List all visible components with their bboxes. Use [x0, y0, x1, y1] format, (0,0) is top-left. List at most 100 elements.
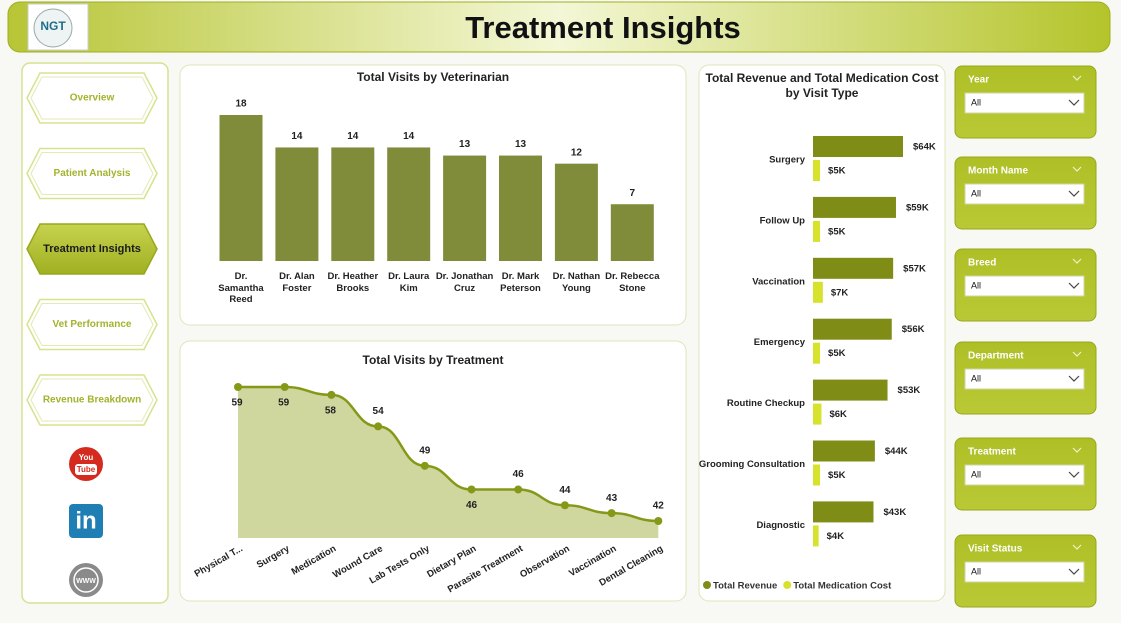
- filter-label: Month Name: [968, 166, 1028, 177]
- point: [234, 383, 242, 391]
- nav-label[interactable]: Overview: [70, 93, 115, 104]
- nav-button[interactable]: [26, 223, 158, 275]
- dropdown[interactable]: [964, 183, 1085, 205]
- nav-button-inner: [30, 76, 154, 120]
- filter-collapse[interactable]: [1072, 75, 1082, 81]
- logo-text: NGT: [40, 19, 66, 33]
- logo-circle: [33, 8, 73, 48]
- dropdown[interactable]: [964, 92, 1085, 114]
- x-tick-label: Dr. Rebecca Stone: [605, 271, 660, 294]
- y-tick-label: Surgery: [769, 155, 806, 166]
- data-label: 13: [515, 139, 527, 150]
- bar: [813, 379, 888, 401]
- bar: [813, 342, 821, 364]
- youtube-text: You: [79, 453, 94, 462]
- filter-collapse[interactable]: [1072, 258, 1082, 264]
- bar: [813, 525, 819, 547]
- filter-collapse[interactable]: [1072, 166, 1082, 172]
- nav-button-inner: [30, 152, 154, 195]
- nav-button[interactable]: [26, 72, 158, 124]
- filter-label: Treatment: [968, 447, 1016, 458]
- nav-label[interactable]: Vet Performance: [53, 319, 132, 330]
- data-label: $43K: [883, 507, 906, 518]
- bar: [499, 155, 542, 261]
- data-label: $5K: [828, 166, 846, 177]
- legend-label[interactable]: Total Medication Cost: [793, 581, 892, 592]
- data-label: 14: [347, 131, 359, 142]
- dropdown-chevron: [1068, 375, 1080, 382]
- legend-label[interactable]: Total Revenue: [713, 581, 777, 592]
- dropdown[interactable]: [964, 464, 1085, 486]
- dropdown[interactable]: [964, 275, 1085, 297]
- y-tick-label: Grooming Consultation: [699, 459, 805, 470]
- y-tick-label: Routine Checkup: [727, 398, 805, 409]
- point: [374, 422, 383, 431]
- point: [327, 390, 336, 399]
- nav-button-inner: [30, 378, 154, 422]
- data-label: 54: [373, 406, 385, 417]
- nav-label[interactable]: Revenue Breakdown: [43, 395, 141, 406]
- dropdown[interactable]: [964, 561, 1085, 583]
- filter-collapse[interactable]: [1072, 351, 1082, 357]
- point: [514, 485, 523, 494]
- filter-collapse[interactable]: [1072, 544, 1082, 550]
- y-tick-label: Vaccination: [752, 276, 805, 287]
- bar: [813, 257, 894, 279]
- data-label: 49: [419, 445, 431, 456]
- data-label: 43: [606, 493, 618, 504]
- point: [467, 485, 476, 494]
- bar: [219, 115, 263, 261]
- bar: [387, 147, 431, 261]
- data-label: 18: [235, 99, 247, 110]
- x-tick-label: Dr. Heather Brooks: [327, 271, 379, 294]
- bar: [275, 147, 319, 261]
- filter-label: Breed: [968, 258, 996, 269]
- filter-label: Department: [968, 351, 1024, 362]
- data-label: $7K: [831, 287, 849, 298]
- data-label: 46: [513, 469, 525, 480]
- bar: [813, 220, 821, 242]
- dropdown-chevron: [1068, 282, 1080, 289]
- page-title: Treatment Insights: [465, 10, 741, 45]
- bar: [443, 155, 487, 261]
- x-tick-label: Dr. Mark Peterson: [500, 271, 541, 294]
- bar: [813, 440, 875, 462]
- chart-title: Total Revenue and Total Medication Cost …: [705, 71, 939, 100]
- bar: [813, 281, 823, 303]
- y-tick-label: Follow Up: [760, 215, 806, 226]
- dropdown-value: All: [971, 97, 981, 107]
- area: [238, 387, 659, 538]
- data-label: 58: [325, 406, 337, 417]
- dropdown-chevron: [1068, 190, 1080, 197]
- legend-swatch[interactable]: [783, 581, 792, 589]
- nav-label[interactable]: Treatment Insights: [43, 243, 141, 255]
- point: [280, 383, 289, 391]
- data-label: $64K: [913, 142, 936, 153]
- dropdown[interactable]: [964, 368, 1085, 390]
- nav-label[interactable]: Patient Analysis: [54, 168, 131, 179]
- data-label: 46: [466, 500, 478, 511]
- data-label: 44: [559, 485, 571, 496]
- linkedin-text: in: [75, 507, 96, 534]
- data-label: $6K: [829, 409, 847, 420]
- nav-button[interactable]: [26, 147, 158, 200]
- chart-title: Total Visits by Treatment: [363, 353, 504, 367]
- linkedin-icon[interactable]: [69, 504, 103, 538]
- dropdown-chevron: [1068, 568, 1080, 575]
- filter-label: Year: [968, 75, 989, 86]
- nav-button[interactable]: [26, 298, 158, 351]
- dropdown-value: All: [971, 188, 981, 198]
- dropdown-value: All: [971, 566, 981, 576]
- x-tick-label: Dr. Alan Foster: [279, 271, 315, 294]
- data-label: $44K: [885, 446, 908, 457]
- dropdown-value: All: [971, 280, 981, 290]
- data-label: $53K: [898, 385, 921, 396]
- filter-collapse[interactable]: [1072, 447, 1082, 453]
- y-tick-label: Diagnostic: [756, 520, 805, 531]
- dropdown-chevron: [1068, 471, 1080, 478]
- legend-swatch[interactable]: [703, 581, 711, 589]
- nav-button[interactable]: [26, 374, 158, 426]
- bar: [331, 147, 375, 261]
